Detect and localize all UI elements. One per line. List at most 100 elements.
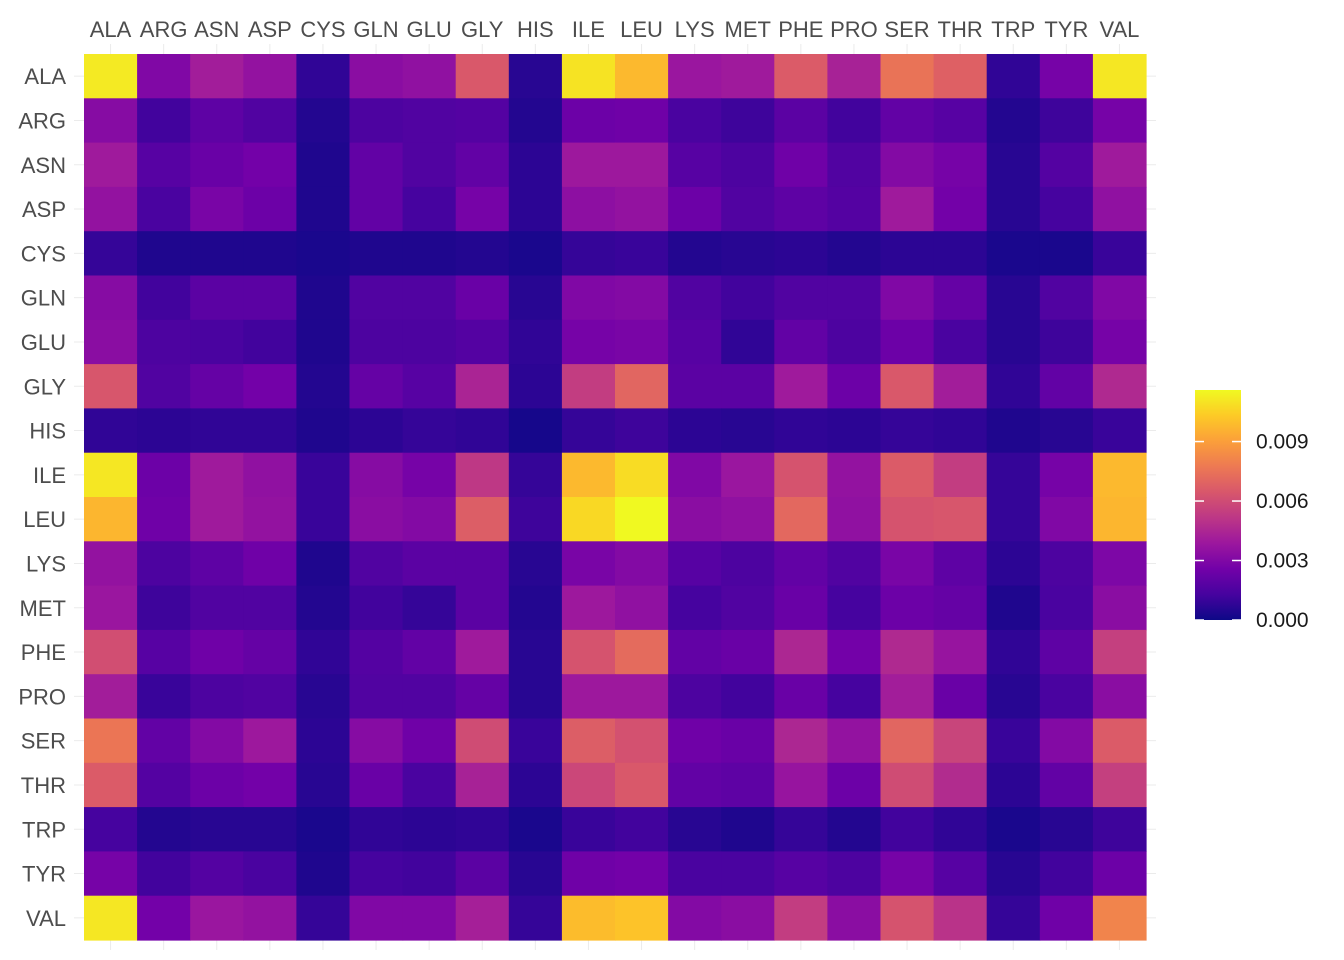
y-tick-label: VAL — [26, 906, 66, 931]
heatmap-cell-ser-ala — [84, 718, 138, 764]
heatmap-cell-val-asp — [243, 895, 297, 941]
heatmap-cell-pro-thr — [933, 674, 988, 720]
heatmap-cell-asp-asn — [190, 186, 244, 232]
heatmap-cell-phe-asn — [190, 629, 244, 675]
heatmap-cell-ile-ala — [84, 452, 138, 498]
heatmap-cell-arg-gln — [349, 98, 404, 144]
x-tick-label: ALA — [90, 17, 132, 42]
heatmap-cell-ser-asn — [190, 718, 244, 764]
heatmap-cell-ser-lys — [668, 718, 722, 764]
heatmap-cell-val-phe — [774, 895, 828, 941]
heatmap-cell-phe-val — [1092, 629, 1147, 675]
heatmap-cell-asp-pro — [827, 186, 882, 232]
y-tick-label: ALA — [24, 64, 66, 89]
x-tick-label: ILE — [572, 17, 605, 42]
heatmap-cell-tyr-ala — [84, 851, 138, 897]
heatmap-cell-gln-cys — [296, 275, 351, 321]
heatmap-cell-val-leu — [615, 895, 669, 941]
heatmap-cell-pro-val — [1092, 674, 1147, 720]
heatmap-cell-phe-arg — [137, 629, 191, 675]
heatmap-cell-phe-trp — [986, 629, 1041, 675]
heatmap-cell-asn-phe — [774, 142, 828, 188]
heatmap-cell-ser-val — [1092, 718, 1147, 764]
heatmap-cell-ile-lys — [668, 452, 722, 498]
heatmap-cell-tyr-cys — [296, 851, 351, 897]
heatmap-cell-ser-pro — [827, 718, 882, 764]
heatmap-cell-val-pro — [827, 895, 882, 941]
heatmap-cell-leu-lys — [668, 497, 722, 542]
heatmap-cell-glu-gly — [455, 319, 510, 365]
heatmap-cell-asn-leu — [615, 142, 669, 188]
heatmap-cell-met-ser — [880, 585, 935, 631]
heatmap-cell-glu-asp — [243, 319, 297, 365]
heatmap-cell-tyr-asp — [243, 851, 297, 897]
heatmap-cell-pro-his — [508, 674, 563, 720]
y-tick-label: GLU — [21, 330, 66, 355]
heatmap-cell-trp-ile — [561, 807, 616, 852]
heatmap-cell-his-tyr — [1039, 408, 1094, 454]
heatmap-cell-arg-glu — [402, 98, 457, 144]
heatmap-cell-ser-his — [508, 718, 563, 764]
heatmap-cell-val-gln — [349, 895, 404, 941]
heatmap-cell-lys-leu — [615, 541, 669, 587]
heatmap-cell-thr-leu — [615, 762, 669, 808]
heatmap-cell-gly-trp — [986, 364, 1041, 409]
heatmap-cell-asp-phe — [774, 186, 828, 232]
heatmap-cell-ser-thr — [933, 718, 988, 764]
heatmap-cell-asp-arg — [137, 186, 191, 232]
heatmap-cell-met-his — [508, 585, 563, 631]
heatmap-cell-thr-phe — [774, 762, 828, 808]
x-tick-label: TYR — [1044, 17, 1088, 42]
heatmap-cell-tyr-thr — [933, 851, 988, 897]
x-tick-label: ASP — [248, 17, 292, 42]
heatmap-cell-pro-leu — [615, 674, 669, 720]
heatmap-cell-trp-met — [721, 807, 775, 852]
heatmap-cell-asp-ala — [84, 186, 138, 232]
heatmap-cell-gly-arg — [137, 364, 191, 409]
heatmap-cell-lys-trp — [986, 541, 1041, 587]
heatmap-cell-asn-asp — [243, 142, 297, 188]
heatmap-cell-pro-pro — [827, 674, 882, 720]
heatmap-cell-cys-ile — [561, 231, 616, 277]
heatmap-cell-arg-leu — [615, 98, 669, 144]
legend-tick-label: 0.000 — [1256, 609, 1309, 632]
heatmap-cell-arg-thr — [933, 98, 988, 144]
heatmap-cell-ser-cys — [296, 718, 351, 764]
heatmap-cell-glu-arg — [137, 319, 191, 365]
heatmap-cell-ile-met — [721, 452, 775, 498]
heatmap-cell-ile-gln — [349, 452, 404, 498]
y-tick-label: ILE — [33, 463, 66, 488]
heatmap-cell-gln-met — [721, 275, 775, 321]
heatmap-cell-tyr-gly — [455, 851, 510, 897]
heatmap-cell-ala-gly — [455, 54, 510, 99]
heatmap-cell-glu-ala — [84, 319, 138, 365]
heatmap-cell-phe-tyr — [1039, 629, 1094, 675]
heatmap-cell-asn-trp — [986, 142, 1041, 188]
heatmap-cell-gly-leu — [615, 364, 669, 409]
heatmap-cell-val-cys — [296, 895, 351, 941]
heatmap-cell-lys-cys — [296, 541, 351, 587]
heatmap-cell-val-gly — [455, 895, 510, 941]
heatmap-cell-trp-cys — [296, 807, 351, 852]
heatmap-cell-gly-pro — [827, 364, 882, 409]
heatmap-cell-thr-lys — [668, 762, 722, 808]
heatmap-cell-ile-phe — [774, 452, 828, 498]
heatmap-cell-met-gln — [349, 585, 404, 631]
heatmap-cell-ser-ser — [880, 718, 935, 764]
heatmap-cell-pro-arg — [137, 674, 191, 720]
heatmap-cell-cys-asp — [243, 231, 297, 277]
heatmap-cell-arg-pro — [827, 98, 882, 144]
heatmap-cell-pro-ser — [880, 674, 935, 720]
heatmap-cell-asp-leu — [615, 186, 669, 232]
heatmap-cell-thr-thr — [933, 762, 988, 808]
heatmap-cell-cys-tyr — [1039, 231, 1094, 277]
heatmap-cell-his-val — [1092, 408, 1147, 454]
heatmap-cell-met-ala — [84, 585, 138, 631]
heatmap-cell-lys-his — [508, 541, 563, 587]
heatmap-cell-leu-his — [508, 497, 563, 542]
heatmap-cell-ser-met — [721, 718, 775, 764]
y-tick-label: ASP — [22, 197, 66, 222]
heatmap-cell-leu-val — [1092, 497, 1147, 542]
heatmap-cell-phe-ala — [84, 629, 138, 675]
